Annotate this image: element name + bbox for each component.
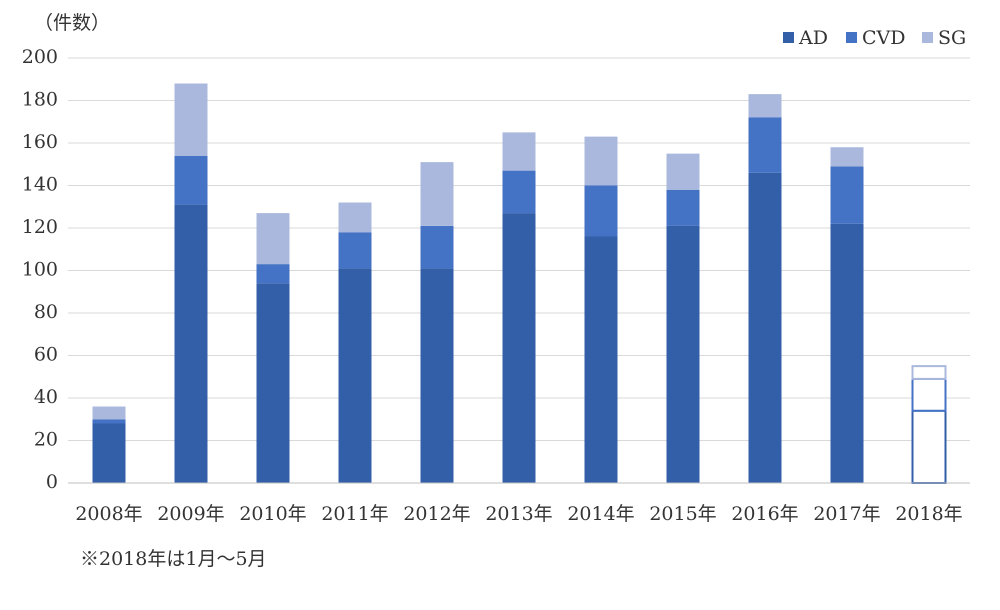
bar-segment: [174, 204, 208, 483]
y-tick-label: 40: [34, 386, 58, 408]
bar-segment: [256, 264, 290, 284]
legend-swatch: [783, 32, 794, 43]
bar-segment: [748, 172, 782, 483]
y-tick-label: 180: [22, 89, 58, 111]
bar-segment: [666, 189, 700, 226]
legend-swatch: [922, 32, 933, 43]
bar-segment: [666, 225, 700, 483]
x-tick-label: 2017年: [813, 503, 880, 525]
y-tick-label: 80: [34, 301, 58, 323]
legend-label: SG: [938, 27, 966, 49]
bar-segment: [584, 136, 618, 186]
x-tick-label: 2009年: [157, 503, 224, 525]
bar-segment: [420, 268, 454, 483]
y-tick-label: 100: [22, 259, 58, 281]
note: ※2018年は1月～5月: [80, 548, 267, 570]
x-tick-label: 2008年: [75, 503, 142, 525]
x-tick-label: 2016年: [731, 503, 798, 525]
bar-segment: [830, 223, 864, 483]
y-tick-label: 200: [22, 46, 58, 68]
x-tick-label: 2010年: [239, 503, 306, 525]
bar-segment: [92, 419, 126, 424]
bar-segment: [174, 155, 208, 205]
y-tick-label: 60: [34, 344, 58, 366]
x-tick-label: 2018年: [895, 503, 962, 525]
bar-segment: [748, 117, 782, 173]
bar-segment: [830, 166, 864, 224]
y-tick-label: 0: [46, 471, 58, 493]
bar-segment: [338, 232, 372, 269]
y-tick-label: 20: [34, 429, 58, 451]
bar-segment: [92, 423, 126, 483]
bar-segment: [174, 83, 208, 156]
y-axis-label: （件数）: [34, 12, 110, 34]
bar-segment: [420, 225, 454, 269]
legend-label: AD: [798, 27, 828, 49]
bar-segment: [666, 153, 700, 190]
bar-segment: [338, 202, 372, 233]
bar-segment: [338, 268, 372, 483]
bar-segment: [502, 170, 536, 214]
bar-segment: [256, 213, 290, 265]
bar-segment: [911, 365, 947, 380]
bar-segment: [748, 94, 782, 118]
bar-segment: [420, 162, 454, 226]
x-tick-label: 2013年: [485, 503, 552, 525]
bar-segment: [911, 409, 947, 484]
bar-segment: [584, 236, 618, 483]
x-tick-label: 2014年: [567, 503, 634, 525]
y-tick-label: 120: [22, 216, 58, 238]
bar-segment: [911, 377, 947, 412]
legend-label: CVD: [862, 27, 906, 49]
y-tick-label: 160: [22, 131, 58, 153]
bar-segment: [502, 213, 536, 483]
legend-swatch: [846, 32, 857, 43]
x-tick-label: 2012年: [403, 503, 470, 525]
x-tick-label: 2015年: [649, 503, 716, 525]
y-tick-label: 140: [22, 174, 58, 196]
bar-segment: [584, 185, 618, 237]
bar-segment: [92, 406, 126, 420]
bar-segment: [830, 147, 864, 167]
x-tick-label: 2011年: [321, 503, 388, 525]
bar-segment: [256, 283, 290, 483]
bar-segment: [502, 132, 536, 171]
